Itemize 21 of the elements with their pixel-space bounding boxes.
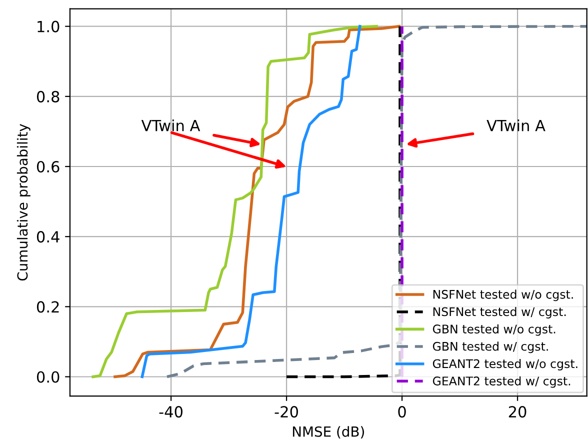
y-axis-title: Cumulative probability	[16, 124, 30, 281]
annotation: VTwin A	[141, 120, 200, 132]
y-tick-label: 0.8	[36, 90, 60, 102]
legend-label: NSFNet tested w/o cgst.	[433, 290, 573, 302]
x-tick-label: 20	[508, 406, 526, 418]
y-tick-label: 0.4	[36, 231, 60, 243]
y-tick-label: 0.2	[36, 301, 59, 313]
y-tick-label: 0.0	[36, 371, 60, 383]
annotation: VTwin A	[486, 120, 546, 132]
x-axis-title: NMSE (dB)	[292, 426, 364, 438]
legend-label: NSFNet tested w/ cgst.	[433, 307, 566, 318]
y-tick-label: 1.0	[38, 20, 60, 32]
line-series	[140, 24, 362, 378]
legend-label: GEANT2 tested w/ cgst.	[432, 376, 570, 388]
legend-label: GEANT2 tested w/o cgst.	[432, 359, 578, 370]
legend-label: GBN tested w/ cgst.	[432, 342, 548, 354]
x-tick-label: -40	[159, 406, 182, 418]
legend-label: GBN tested w/o cgst.	[432, 324, 556, 336]
y-tick-label: 0.6	[36, 160, 60, 173]
x-tick-label: -20	[274, 406, 298, 418]
x-tick-label: 0	[398, 406, 406, 418]
